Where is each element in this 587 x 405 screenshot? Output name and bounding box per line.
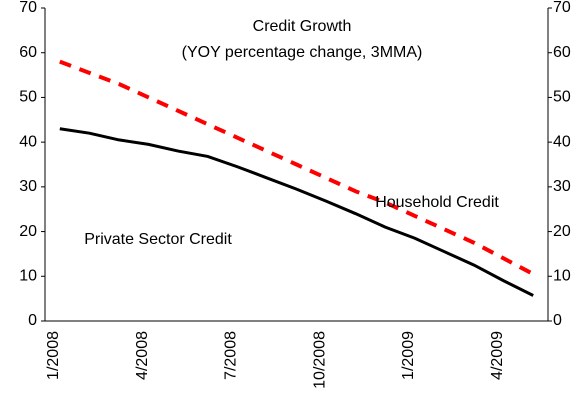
chart-subtitle: (YOY percentage change, 3MMA) bbox=[182, 44, 423, 61]
y-tick-label: 60 bbox=[19, 44, 37, 61]
y-tick-label: 20 bbox=[19, 223, 37, 240]
y2-tick-label: 50 bbox=[553, 89, 571, 106]
x-tick-label: 10/2008 bbox=[311, 331, 328, 389]
y-tick-label: 30 bbox=[19, 178, 37, 195]
series-line bbox=[59, 59, 535, 276]
y-tick-label: 50 bbox=[19, 89, 37, 106]
y-tick-label: 40 bbox=[19, 133, 37, 150]
x-tick-label: 1/2008 bbox=[45, 331, 62, 380]
y-tick-label: 10 bbox=[19, 268, 37, 285]
y2-tick-label: 20 bbox=[553, 223, 571, 240]
x-tick-label: 1/2009 bbox=[400, 331, 417, 380]
y-tick-label: 0 bbox=[28, 312, 37, 329]
x-tick-label: 4/2009 bbox=[489, 331, 506, 380]
y2-tick-label: 60 bbox=[553, 44, 571, 61]
y2-tick-label: 10 bbox=[553, 268, 571, 285]
series-line bbox=[59, 127, 534, 297]
x-tick-label: 7/2008 bbox=[223, 331, 240, 380]
x-tick-label: 4/2008 bbox=[134, 331, 151, 380]
y2-tick-label: 0 bbox=[553, 312, 562, 329]
y2-tick-label: 40 bbox=[553, 133, 571, 150]
series-label: Household Credit bbox=[375, 194, 499, 211]
chart-title: Credit Growth bbox=[253, 18, 352, 35]
y2-tick-label: 30 bbox=[553, 178, 571, 195]
y-tick-label: 70 bbox=[19, 0, 37, 16]
y2-tick-label: 70 bbox=[553, 0, 571, 16]
series-label: Private Sector Credit bbox=[84, 231, 232, 248]
